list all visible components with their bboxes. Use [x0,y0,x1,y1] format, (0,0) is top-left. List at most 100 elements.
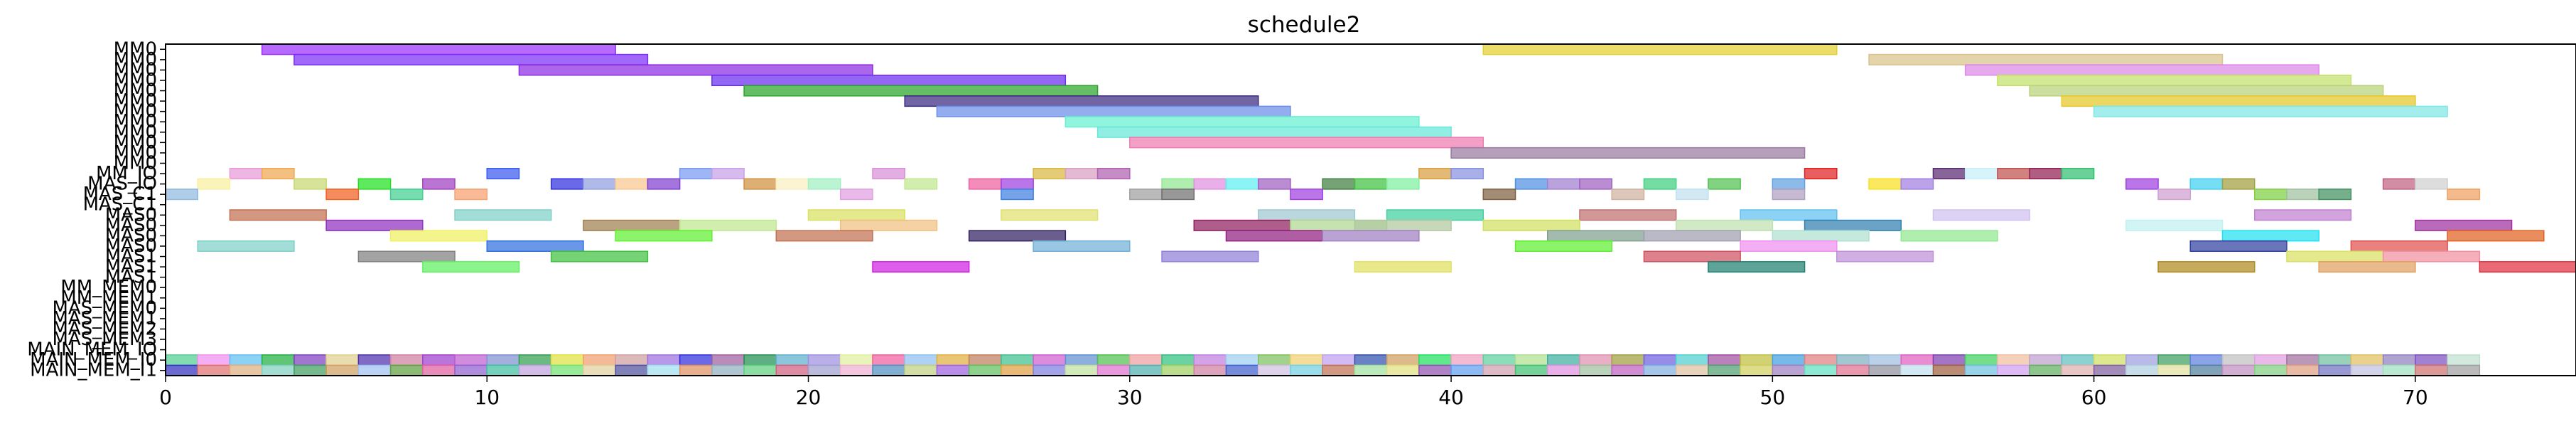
task-bar-219 [325,364,360,376]
y-tick-label-19: MAS0 [105,235,157,257]
task-bar-99 [679,219,777,231]
task-bar-152 [486,354,520,366]
task-bar-9 [2029,85,2384,97]
task-bar-210 [2350,354,2384,366]
task-bar-223 [454,364,488,376]
task-bar-86 [2447,189,2481,201]
y-tick-label-0: MM0 [114,38,157,60]
task-bar-183 [1482,354,1516,366]
task-bar-97 [325,219,424,231]
task-bar-173 [1161,354,1195,366]
task-bar-188 [1643,354,1677,366]
task-bar-8 [743,85,1099,97]
task-bar-267 [1868,364,1902,376]
task-bar-269 [1932,364,1966,376]
task-bar-61 [1772,178,1806,190]
task-bar-67 [2382,178,2416,190]
task-bar-236 [872,364,905,376]
y-tick-label-12: MM_IO [96,163,157,184]
task-bar-226 [550,364,584,376]
task-bar-137 [1354,261,1452,273]
task-bar-0 [261,43,616,55]
task-bar-47 [968,178,1002,190]
task-bar-175 [1225,354,1259,366]
task-bar-232 [743,364,777,376]
task-bar-221 [389,364,424,376]
task-bar-278 [2221,364,2256,376]
task-bar-125 [1740,240,1838,252]
task-bar-54 [1354,178,1388,190]
task-bar-118 [1900,230,1998,242]
task-bar-206 [2221,354,2256,366]
task-bar-145 [261,354,295,366]
task-bar-275 [2125,364,2159,376]
task-bar-279 [2253,364,2287,376]
task-bar-69 [165,189,198,201]
task-bar-216 [229,364,263,376]
task-bar-260 [1643,364,1677,376]
task-bar-229 [647,364,681,376]
task-bar-82 [2157,189,2192,201]
task-bar-40 [583,178,616,190]
task-bar-283 [2382,364,2416,376]
task-bar-277 [2189,364,2224,376]
task-bar-244 [1129,364,1163,376]
task-bar-165 [904,354,938,366]
task-bar-55 [1386,178,1420,190]
y-tick-label-23: MM_MEM0 [60,277,157,298]
task-bar-131 [1643,250,1741,263]
task-bar-185 [1546,354,1580,366]
task-bar-106 [1804,219,1902,231]
task-bar-191 [1740,354,1774,366]
task-bar-31 [1964,168,1998,180]
task-bar-93 [1579,209,1677,221]
task-bar-117 [1772,230,1870,242]
task-bar-158 [679,354,713,366]
task-bar-186 [1579,354,1612,366]
task-bar-136 [872,261,970,273]
task-bar-66 [2221,178,2256,190]
task-bar-105 [1675,219,1774,231]
task-bar-274 [2093,364,2127,376]
task-bar-74 [1001,189,1034,201]
task-bar-57 [1546,178,1580,190]
task-bar-213 [2447,354,2481,366]
y-tick-label-30: MAIN_MEM_I0 [30,349,157,371]
task-bar-25 [1065,168,1099,180]
task-bar-72 [454,189,488,201]
task-bar-254 [1450,364,1484,376]
task-bar-138 [1708,261,1806,273]
task-bar-12 [936,105,1291,117]
plot-frame [165,43,2576,376]
y-tick-label-17: MAS0 [105,215,157,236]
task-bar-100 [840,219,938,231]
task-bar-1 [1482,43,1838,55]
task-bar-273 [2061,364,2095,376]
task-bar-241 [1033,364,1067,376]
y-tick-label-31: MAIN_MEM_I1 [30,360,157,381]
task-bar-128 [357,250,456,263]
task-bar-127 [2350,240,2448,252]
task-bar-22 [711,168,745,180]
task-bar-126 [2189,240,2287,252]
task-bar-258 [1579,364,1612,376]
task-bar-179 [1354,354,1388,366]
task-bar-259 [1611,364,1645,376]
task-bar-94 [1740,209,1838,221]
task-bar-6 [711,74,1067,86]
task-bar-84 [2286,189,2319,201]
task-bar-59 [1643,178,1677,190]
task-bar-153 [518,354,552,366]
task-bar-146 [293,354,327,366]
task-bar-116 [1643,230,1741,242]
task-bar-190 [1708,354,1741,366]
task-bar-171 [1096,354,1131,366]
y-tick-label-1: MM0 [114,49,157,70]
task-bar-214 [165,364,198,376]
task-bar-172 [1129,354,1163,366]
task-bar-282 [2350,364,2384,376]
task-bar-34 [2061,168,2095,180]
x-tick-label-7: 70 [2403,386,2428,409]
task-bar-143 [197,354,231,366]
